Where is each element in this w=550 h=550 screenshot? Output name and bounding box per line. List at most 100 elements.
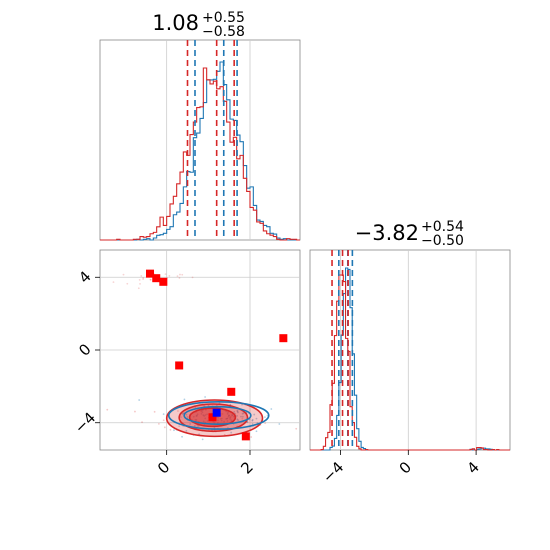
scatter-sample-dot [251,423,254,425]
hist2-series-a-step [310,267,510,451]
scatter-sample-dot [189,423,192,425]
scatter-sample-dot [195,419,198,421]
scatter-sample-dot [157,423,160,425]
scatter-sample-dot [185,429,188,432]
scatter-sample-dot [122,273,125,276]
scatter-sample-dot [264,416,266,419]
scatter-sample-dot [229,418,231,420]
scatter-sample-dot [236,409,239,412]
scatter-sample-dot [255,417,258,420]
scatter-sample-dot [141,421,143,424]
hist1-title-median: 1.08 [152,11,199,35]
scatter-sample-dot [253,413,256,416]
scatter-sample-dot [250,436,253,438]
scatter-sample-dot [237,411,239,414]
scatter-sample-dot [203,415,206,417]
scatter-xtick-label: 2 [237,458,256,477]
scatter-sample-dot [219,418,222,420]
scatter-sample-dot [237,419,240,422]
scatter-sample-dot [202,420,205,423]
hist2-x-ticks: −4 0 4 [319,450,483,486]
scatter-sample-dot [213,426,216,429]
scatter-sample-dot [270,408,273,410]
scatter-sample-dot [230,419,233,422]
scatter-sample-dot [200,409,203,412]
scatter-sample-dot [236,410,239,413]
scatter-sample-dot [106,408,109,411]
scatter-red-square [146,269,154,278]
scatter-sample-dot [195,415,198,417]
scatter-axis-ticks: 0 2 4 0 −4 [71,268,257,478]
scatter-sample-dot [196,414,198,417]
scatter-sample-dot [228,414,230,417]
scatter-sample-dot [181,413,184,415]
scatter-contour-line [183,405,252,425]
scatter-red-square [208,413,217,422]
scatter-sample-dot [138,278,141,281]
scatter-square-markers [146,269,288,441]
hist2-xtick-label: 4 [463,458,482,477]
scatter-red-square [279,334,288,343]
scatter-red-square [152,274,161,283]
scatter-sample-dot [186,415,189,418]
scatter-sample-dot [196,413,199,416]
scatter-sample-dot [134,410,136,413]
scatter-blue-square [212,408,221,417]
scatter-sample-dot [149,278,152,281]
scatter-red-square [227,387,236,396]
scatter-sample-dot [241,412,244,415]
scatter-sample-dot [229,416,232,419]
scatter-sample-dot [206,420,209,422]
scatter-xtick-label: 0 [154,458,173,477]
joint-scatter-panel: 0 2 4 0 −4 [71,249,301,478]
scatter-sample-dot [206,413,208,416]
hist2-series-b-step [310,274,510,451]
scatter-sample-dot [142,277,145,279]
scatter-sample-dot [226,417,228,420]
scatter-sample-dot [264,422,267,425]
scatter-sample-dot [278,423,281,425]
histogram-panel-parameter-1: 1.08 +0.55 −0.58 [99,10,301,241]
scatter-sample-dot [185,413,188,416]
scatter-ytick-label: 4 [75,268,94,287]
hist2-quantile-lines [331,250,354,450]
scatter-sample-dot [231,414,233,416]
scatter-sample-dot [202,414,205,417]
scatter-sample-dot [236,414,238,417]
scatter-sample-dot [194,419,197,421]
scatter-sample-dot [236,418,239,421]
scatter-sample-dot [217,416,219,419]
scatter-sample-dot [153,410,156,413]
scatter-sample-dot [138,399,141,401]
hist1-quantile-lines [186,40,238,240]
scatter-sample-dot [230,431,233,434]
hist2-title-lower: −0.50 [421,233,464,249]
scatter-sample-dot [240,415,242,418]
scatter-sample-dot [212,420,215,423]
scatter-sample-dot [193,424,196,427]
hist1-series-a-step [100,61,300,241]
scatter-sample-dot [227,415,230,418]
scatter-sample-dot [200,412,203,415]
scatter-ytick-label: 0 [75,340,94,359]
scatter-contour-line [167,401,270,430]
scatter-sample-dot [163,426,166,429]
scatter-sample-dot [204,414,207,416]
scatter-sample-dot [225,417,228,420]
scatter-sample-dot [112,281,115,284]
hist1-series-b-step [100,67,300,241]
scatter-sample-dot [226,420,229,422]
hist2-histograms [310,267,510,451]
scatter-density-contours [165,399,270,438]
scatter-sample-dot [142,278,145,281]
scatter-sample-dot [221,413,224,415]
scatter-sample-dot [223,420,226,423]
scatter-ytick-label: −4 [71,409,99,437]
scatter-sample-dot [164,273,167,275]
scatter-sample-dot [169,428,172,431]
scatter-sample-dot [232,415,235,418]
scatter-sample-dot [139,282,141,285]
scatter-sample-dot [126,282,129,285]
scatter-sample-dot [226,417,229,420]
